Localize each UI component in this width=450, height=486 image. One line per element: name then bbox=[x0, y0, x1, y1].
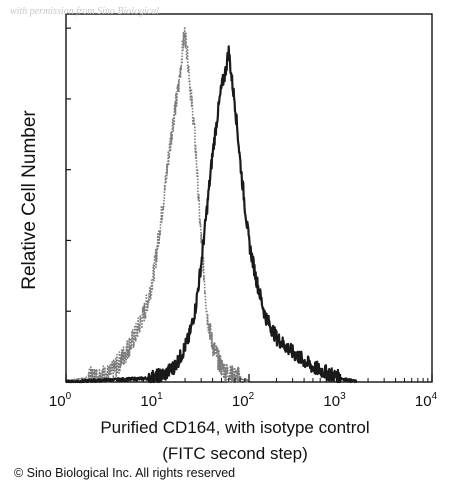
plot-frame bbox=[65, 13, 433, 383]
x-axis-ticks: 100 101 102 103 104 bbox=[49, 374, 438, 410]
series-cd164 bbox=[65, 45, 358, 384]
x-tick-label: 104 bbox=[415, 391, 438, 410]
x-tick-label: 100 bbox=[49, 391, 72, 410]
series-layer bbox=[65, 26, 358, 384]
plot-area bbox=[65, 13, 433, 383]
x-tick-label: 101 bbox=[140, 391, 163, 410]
x-tick-label: 102 bbox=[232, 391, 255, 410]
x-tick-label: 103 bbox=[323, 391, 346, 410]
x-axis-label-line2: (FITC second step) bbox=[162, 444, 308, 463]
x-axis-label-line1: Purified CD164, with isotype control bbox=[100, 418, 370, 437]
y-axis-label: Relative Cell Number bbox=[19, 110, 40, 290]
copyright-notice: © Sino Biological Inc. All rights reserv… bbox=[14, 466, 236, 480]
watermark-text: with permission from Sino Biological bbox=[10, 6, 160, 17]
series-isotype-control bbox=[65, 26, 250, 383]
